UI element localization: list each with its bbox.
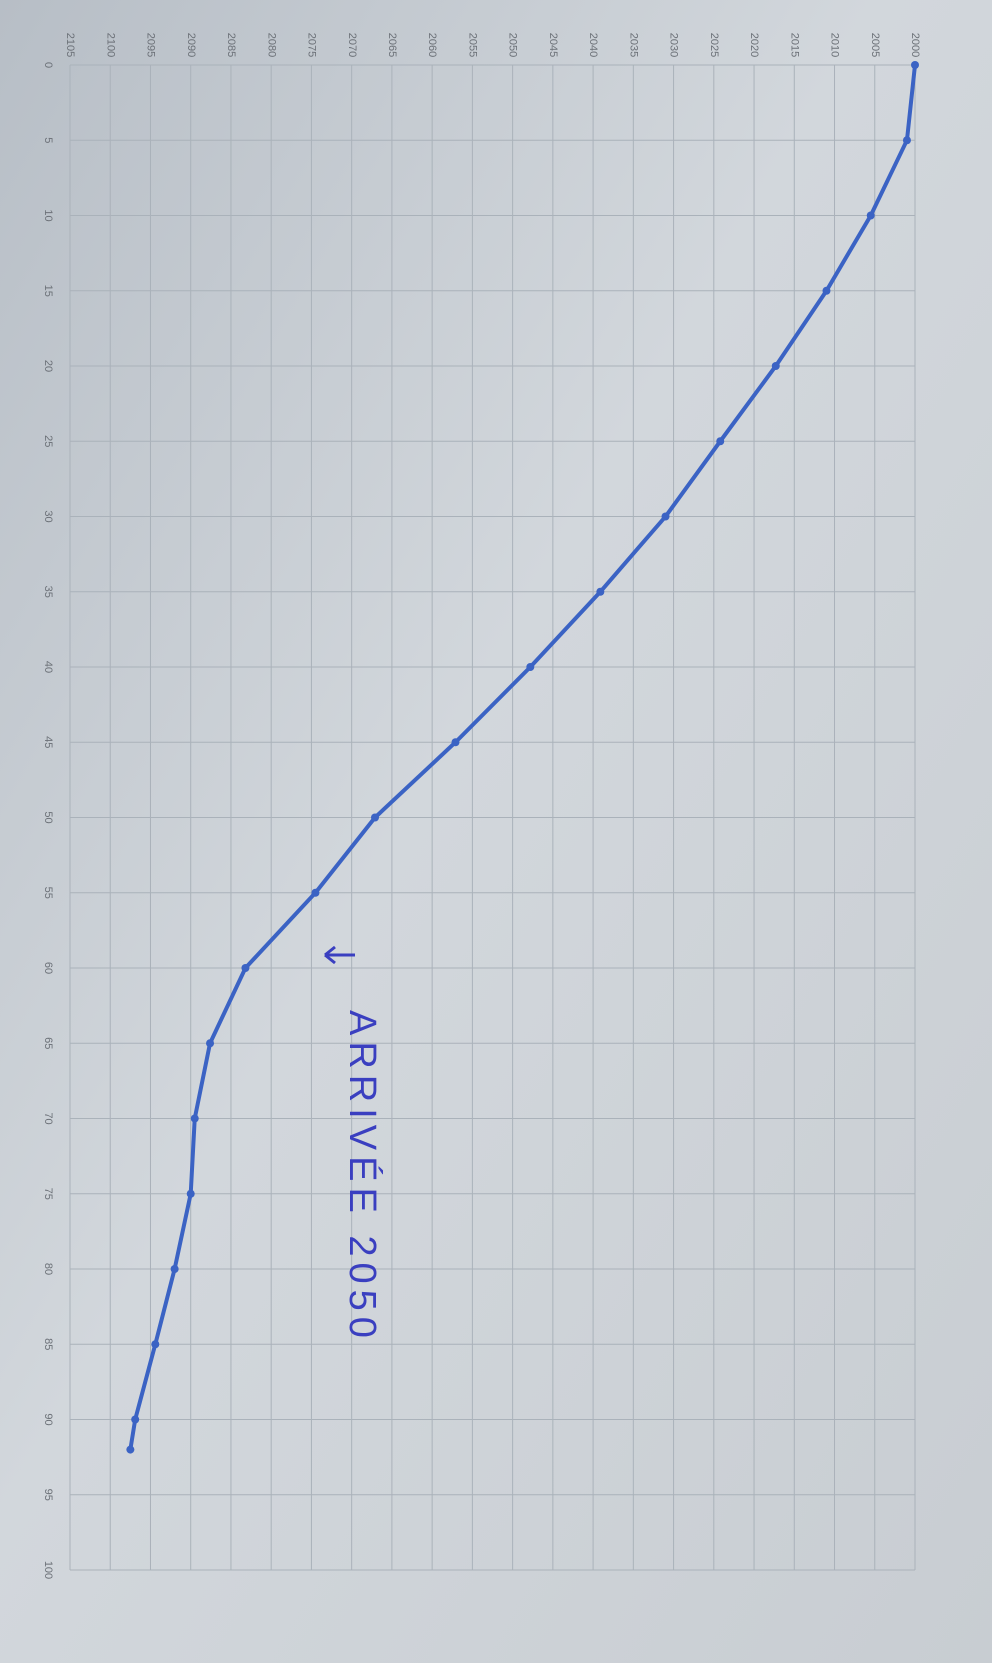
- y-tick-label: 2095: [145, 33, 157, 57]
- x-tick-label: 75: [42, 1188, 54, 1200]
- annotation-arrow: [325, 947, 355, 963]
- y-tick-label: 2085: [225, 33, 237, 57]
- data-point: [526, 663, 534, 671]
- y-tick-label: 2100: [104, 33, 116, 57]
- data-point: [716, 437, 724, 445]
- data-point: [867, 212, 875, 220]
- data-point: [311, 889, 319, 897]
- y-tick-label: 2070: [346, 33, 358, 57]
- y-tick-label: 2065: [386, 33, 398, 57]
- y-tick-label: 2105: [64, 33, 76, 57]
- y-tick-label: 2035: [627, 33, 639, 57]
- data-point: [206, 1039, 214, 1047]
- data-point: [911, 61, 919, 69]
- x-tick-label: 50: [42, 811, 54, 823]
- x-tick-label: 5: [42, 137, 54, 143]
- y-tick-label: 2010: [829, 33, 841, 57]
- data-point: [126, 1446, 134, 1454]
- x-tick-label: 45: [42, 736, 54, 748]
- y-tick-label: 2045: [547, 33, 559, 57]
- x-tick-label: 40: [42, 661, 54, 673]
- x-tick-label: 60: [42, 962, 54, 974]
- data-point: [662, 513, 670, 521]
- y-tick-label: 2075: [306, 33, 318, 57]
- y-tick-label: 2080: [265, 33, 277, 57]
- x-tick-label: 30: [42, 510, 54, 522]
- chart: 0510152025303540455055606570758085909510…: [0, 0, 992, 1663]
- y-tick-label: 2060: [426, 33, 438, 57]
- y-tick-label: 2015: [788, 33, 800, 57]
- x-tick-label: 90: [42, 1413, 54, 1425]
- x-tick-label: 85: [42, 1338, 54, 1350]
- y-tick-label: 2030: [668, 33, 680, 57]
- x-tick-label: 20: [42, 360, 54, 372]
- data-point: [241, 964, 249, 972]
- y-tick-label: 2025: [708, 33, 720, 57]
- data-point: [187, 1190, 195, 1198]
- y-tick-label: 2000: [909, 33, 921, 57]
- data-point: [171, 1265, 179, 1273]
- y-tick-label: 2055: [466, 33, 478, 57]
- x-tick-label: 25: [42, 435, 54, 447]
- data-point: [596, 588, 604, 596]
- y-tick-label: 2050: [507, 33, 519, 57]
- x-tick-label: 100: [42, 1561, 54, 1579]
- y-tick-label: 2040: [587, 33, 599, 57]
- data-point: [772, 362, 780, 370]
- data-point: [151, 1340, 159, 1348]
- annotation: ARRIVÉE 2050: [341, 1010, 384, 1344]
- data-point: [451, 738, 459, 746]
- x-tick-label: 15: [42, 285, 54, 297]
- x-tick-label: 55: [42, 887, 54, 899]
- data-point: [371, 814, 379, 822]
- x-tick-label: 10: [42, 209, 54, 221]
- y-tick-label: 2020: [748, 33, 760, 57]
- data-point: [903, 136, 911, 144]
- data-point: [191, 1115, 199, 1123]
- y-tick-label: 2090: [185, 33, 197, 57]
- x-tick-label: 80: [42, 1263, 54, 1275]
- data-point: [131, 1416, 139, 1424]
- data-line: [130, 65, 915, 1450]
- x-tick-label: 35: [42, 586, 54, 598]
- x-tick-label: 70: [42, 1112, 54, 1124]
- data-point: [822, 287, 830, 295]
- x-tick-label: 0: [42, 62, 54, 68]
- y-tick-label: 2005: [869, 33, 881, 57]
- x-tick-label: 65: [42, 1037, 54, 1049]
- x-tick-label: 95: [42, 1489, 54, 1501]
